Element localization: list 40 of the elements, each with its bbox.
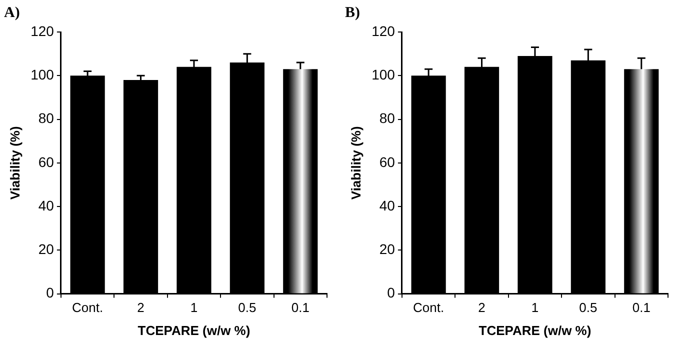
y-tick-label: 80 [38,110,54,126]
y-tick-label: 100 [30,66,54,82]
y-tick-label: 20 [38,241,54,258]
x-tick-label: 0.1 [632,300,650,316]
y-tick-label: 60 [379,154,396,170]
x-tick-label: 2 [137,300,144,316]
x-tick-label: 0.1 [291,300,310,316]
bar [570,60,606,294]
y-tick-label: 20 [379,241,396,258]
bar [123,80,158,294]
y-axis-title: Viability (%) [348,126,364,200]
y-tick-label: 120 [30,22,54,39]
bar [464,66,500,294]
bar [518,56,552,294]
bar [230,62,264,294]
bar [283,69,318,294]
bar [624,69,659,294]
y-tick-label: 40 [38,197,54,214]
y-tick-label: 60 [38,154,54,170]
chart-title: B) [345,4,360,21]
y-tick-label: 0 [387,284,396,301]
x-tick-label: 0.5 [238,300,256,316]
x-tick-label: 0.5 [579,300,598,316]
y-tick-label: 40 [379,197,396,214]
bar [411,76,446,294]
y-tick-label: 120 [372,22,396,39]
bar [70,76,105,294]
y-axis-title: Viability (%) [7,126,22,200]
bar [176,66,212,294]
y-tick-label: 100 [372,66,396,82]
x-tick-label: 2 [478,300,486,316]
y-tick-label: 0 [46,284,54,301]
x-tick-label: 1 [531,300,539,316]
x-tick-label: Cont. [72,300,104,316]
x-tick-label: Cont. [413,300,444,316]
y-tick-label: 80 [379,110,396,126]
x-axis-title: TCEPARE (w/w %) [478,322,592,338]
x-tick-label: 1 [190,300,198,316]
chart-title: A) [4,4,20,21]
x-axis-title: TCEPARE (w/w %) [138,322,250,338]
